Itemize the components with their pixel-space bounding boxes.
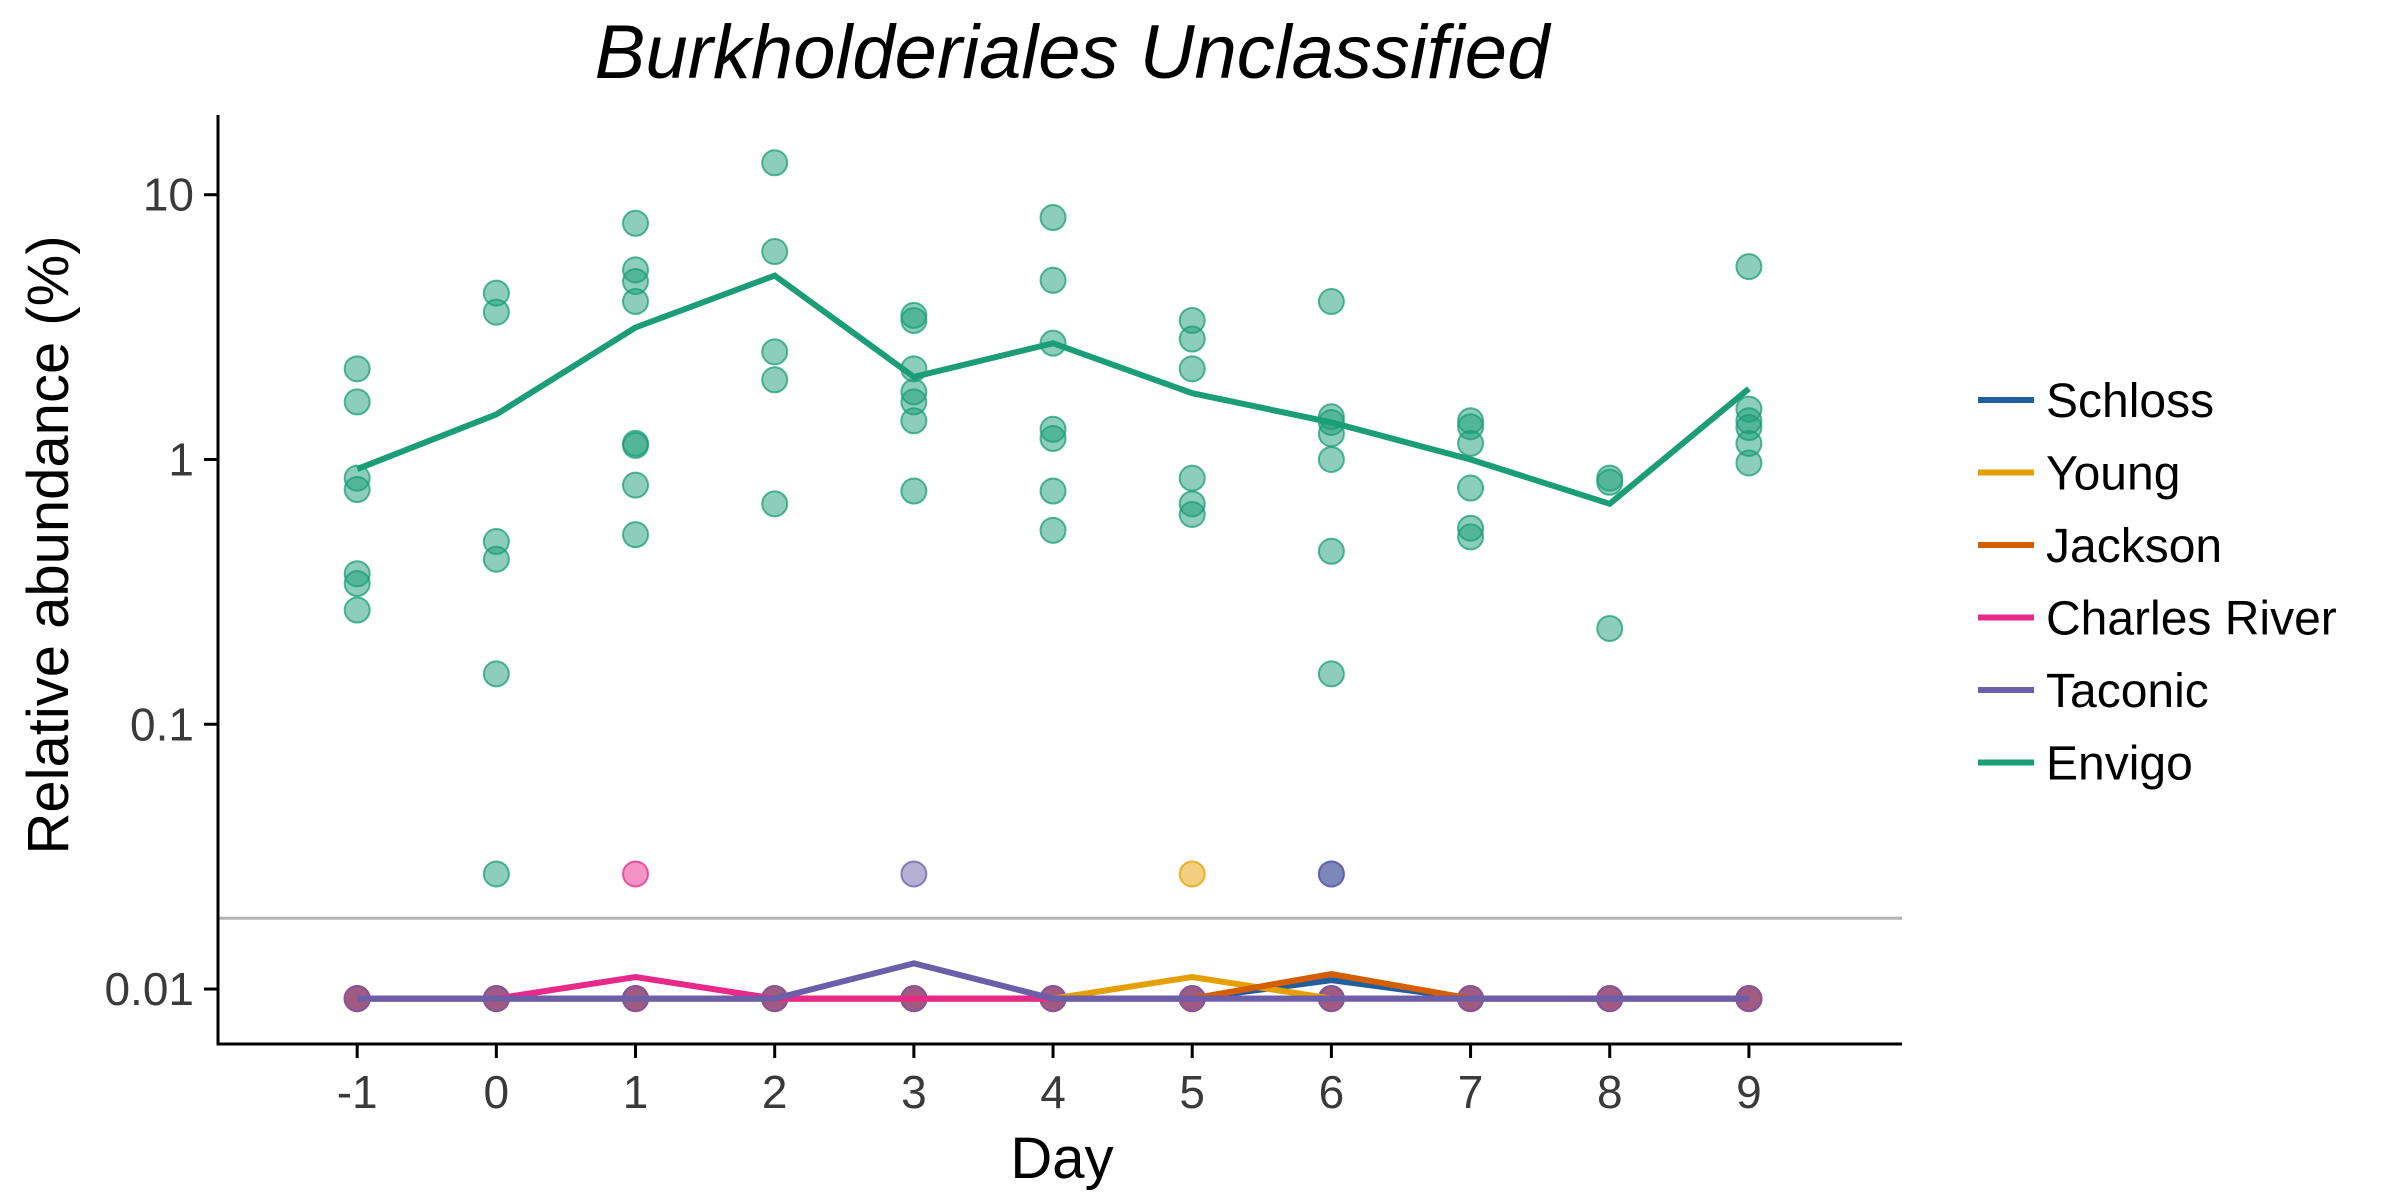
envigo-point	[1317, 445, 1345, 473]
envigo-point	[1039, 204, 1067, 232]
envigo-point	[1039, 516, 1067, 544]
taconic-line	[357, 960, 1749, 1002]
envigo-point	[482, 545, 510, 573]
x-tick-label: 4	[1040, 1066, 1066, 1118]
envigo-point	[343, 388, 371, 416]
taconic-point	[900, 860, 928, 888]
envigo-point	[1457, 474, 1485, 502]
envigo-point	[900, 407, 928, 435]
y-tick-label: 0.1	[130, 698, 194, 750]
envigo-point	[761, 490, 789, 518]
envigo-point	[1457, 429, 1485, 457]
envigo-point	[482, 860, 510, 888]
x-axis-label: Day	[1010, 1126, 1113, 1191]
x-tick-label: 8	[1597, 1066, 1623, 1118]
x-tick-label: 3	[901, 1066, 927, 1118]
x-tick-label: 6	[1319, 1066, 1345, 1118]
envigo-point	[622, 431, 650, 459]
charles-river-point	[622, 860, 650, 888]
envigo-point	[1178, 500, 1206, 528]
envigo-point	[1317, 537, 1345, 565]
legend-label-jackson: Jackson	[2046, 520, 2222, 573]
envigo-point	[1735, 449, 1763, 477]
series-lines	[356, 272, 1751, 1002]
x-tick-label: -1	[337, 1066, 378, 1118]
envigo-point	[761, 149, 789, 177]
envigo-point	[343, 355, 371, 383]
envigo-point	[761, 366, 789, 394]
x-axis-ticks: -1 0 1 2 3 4 5 6 7 8 9	[337, 1044, 1762, 1118]
x-tick-label: 7	[1458, 1066, 1484, 1118]
legend-label-envigo: Envigo	[2046, 738, 2193, 791]
x-tick-label: 9	[1736, 1066, 1762, 1118]
y-axis-ticks: 0.01 0.1 1 10	[104, 169, 218, 1015]
envigo-point	[622, 209, 650, 237]
x-tick-label: 5	[1179, 1066, 1205, 1118]
envigo-point	[482, 660, 510, 688]
envigo-point	[900, 306, 928, 334]
series-points	[343, 149, 1763, 1013]
envigo-point	[1178, 355, 1206, 383]
envigo-point	[622, 288, 650, 316]
envigo-point	[761, 238, 789, 266]
envigo-point	[761, 338, 789, 366]
legend: Schloss Young Jackson Charles River Taconic E…	[1978, 375, 2337, 791]
x-tick-label: 2	[762, 1066, 788, 1118]
envigo-point	[343, 476, 371, 504]
envigo-point	[900, 477, 928, 505]
taconic-point	[1317, 860, 1345, 888]
x-tick-label: 0	[484, 1066, 510, 1118]
envigo-point	[1735, 253, 1763, 281]
envigo-point	[1178, 464, 1206, 492]
plot-panel: 0.01 0.1 1 10 -1 0 1 2 3 4 5 6 7 8 9	[104, 115, 1902, 1118]
y-axis-label: Relative abundance (%)	[16, 235, 81, 854]
young-point	[1178, 860, 1206, 888]
envigo-point	[622, 521, 650, 549]
envigo-point	[343, 596, 371, 624]
legend-label-schloss: Schloss	[2046, 375, 2214, 428]
y-tick-label: 10	[143, 169, 194, 221]
legend-label-young: Young	[2046, 448, 2180, 501]
envigo-point	[1596, 614, 1624, 642]
envigo-point	[482, 298, 510, 326]
y-tick-label: 0.01	[104, 963, 194, 1015]
x-tick-label: 1	[623, 1066, 649, 1118]
envigo-point	[1317, 660, 1345, 688]
envigo-point	[622, 471, 650, 499]
envigo-point	[1039, 425, 1067, 453]
envigo-line	[356, 272, 1751, 508]
envigo-point	[343, 570, 371, 598]
envigo-point	[1039, 266, 1067, 294]
envigo-point	[1457, 523, 1485, 551]
legend-label-taconic: Taconic	[2046, 665, 2209, 718]
y-tick-label: 1	[168, 433, 194, 485]
envigo-point	[1178, 325, 1206, 353]
envigo-point	[1596, 468, 1624, 496]
envigo-point	[1317, 288, 1345, 316]
chart-title: Burkholderiales Unclassified	[595, 10, 1552, 95]
envigo-point	[1039, 477, 1067, 505]
legend-label-charles-river: Charles River	[2046, 593, 2337, 646]
